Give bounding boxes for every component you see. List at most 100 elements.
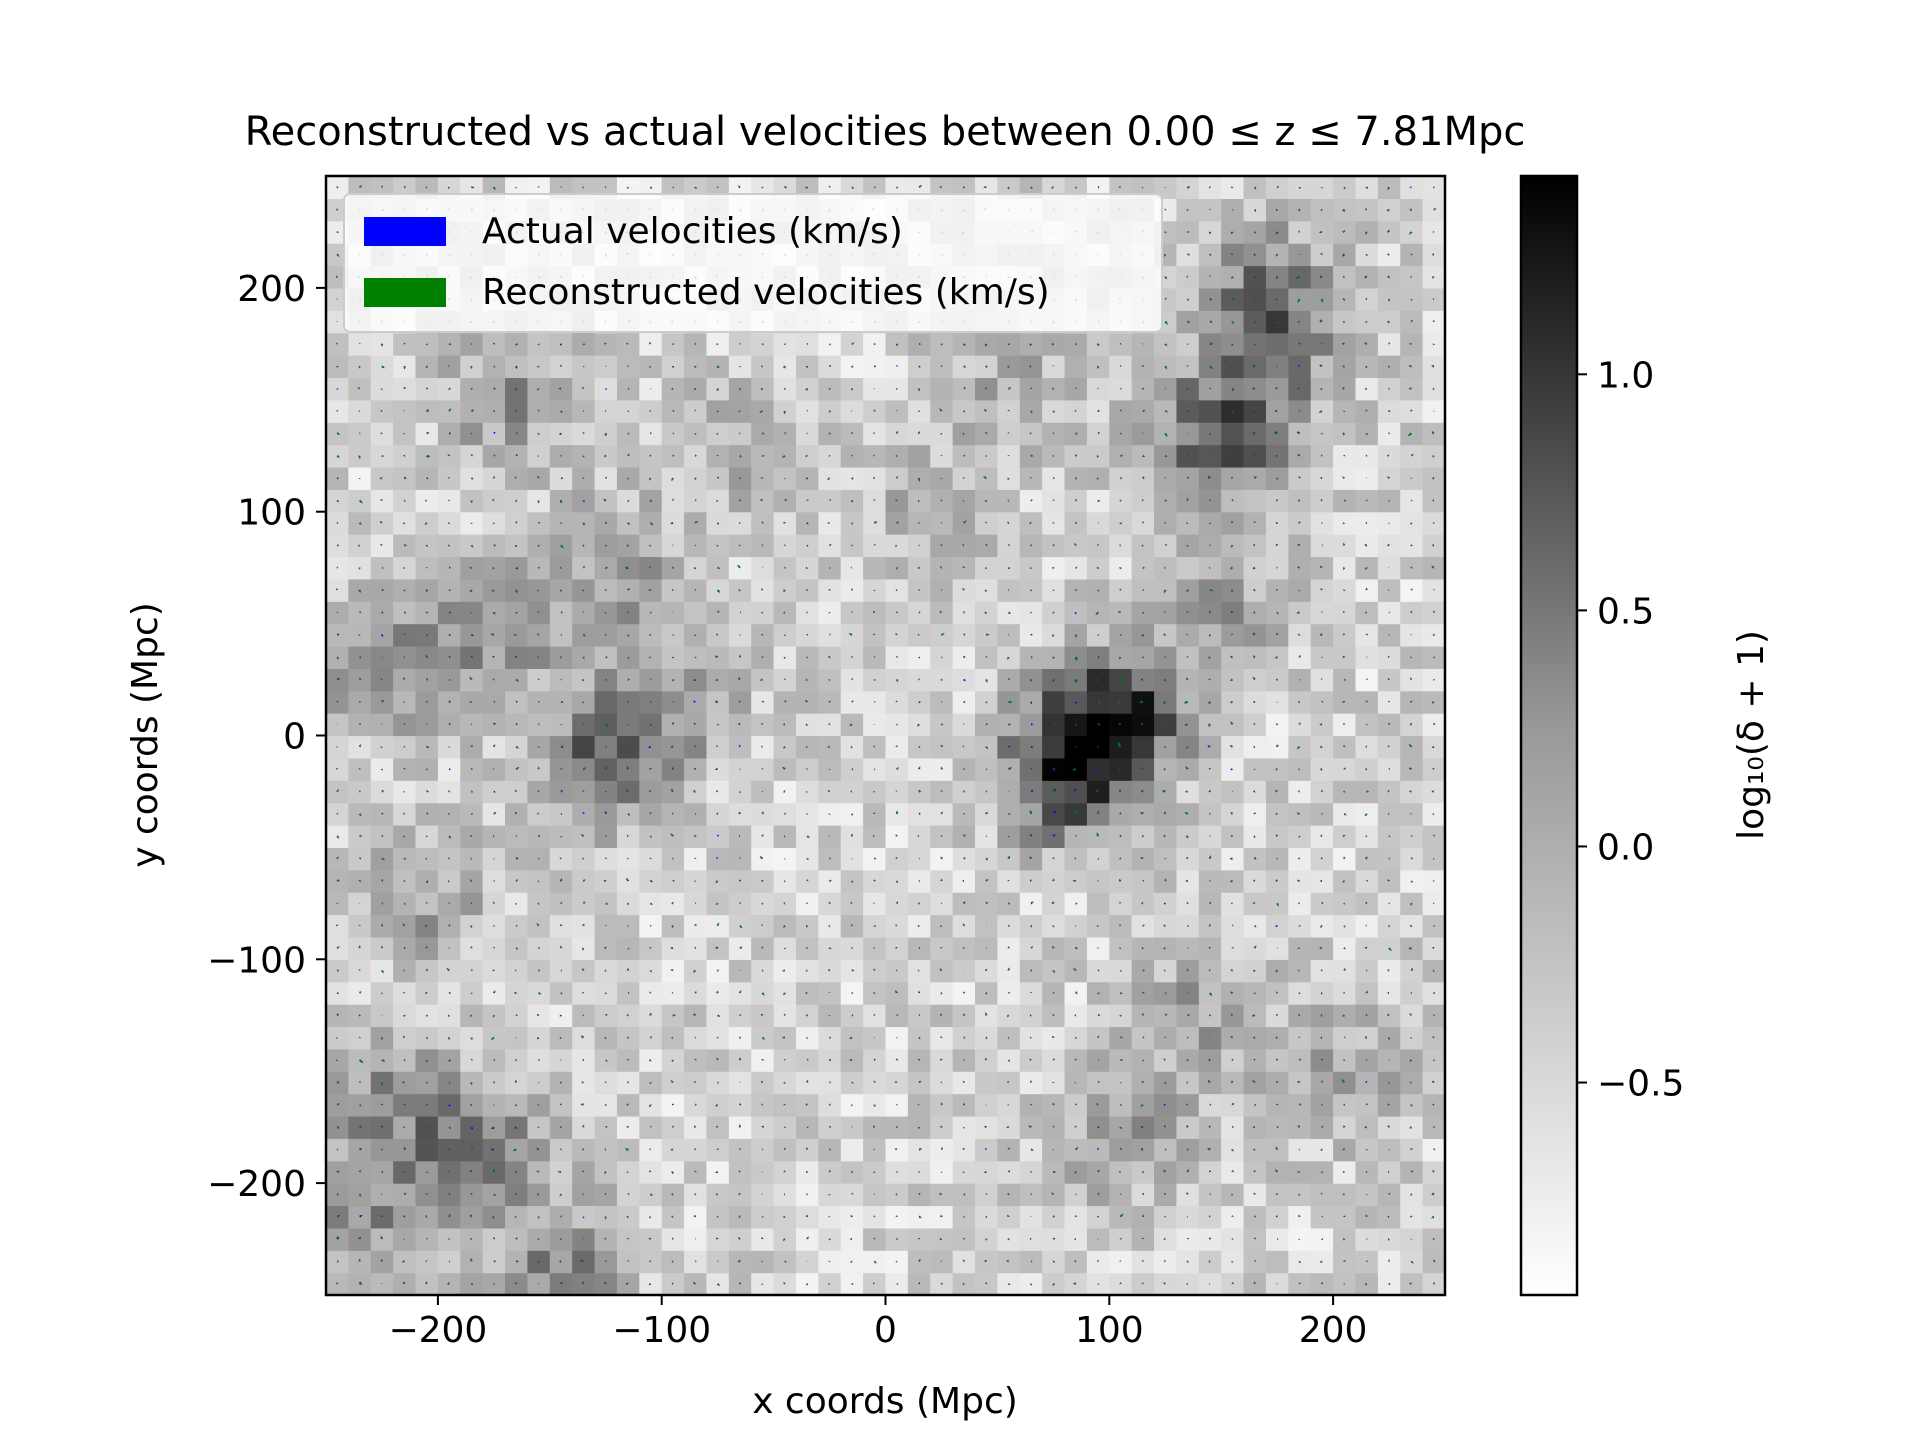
heatmap-cell (1109, 780, 1133, 804)
heatmap-cell (952, 534, 976, 558)
heatmap-cell (393, 1272, 417, 1295)
heatmap-cell (728, 1048, 752, 1072)
heatmap-cell (1288, 959, 1312, 983)
heatmap-cell (1019, 1026, 1043, 1050)
heatmap-cell (1400, 780, 1424, 804)
heatmap-cell (1288, 1004, 1312, 1028)
heatmap-cell (572, 1160, 596, 1184)
heatmap-cell (773, 668, 797, 692)
heatmap-cell (1265, 1183, 1289, 1207)
heatmap-cell (997, 869, 1021, 893)
heatmap-cell (661, 780, 685, 804)
heatmap-cell (1221, 825, 1245, 848)
heatmap-cell (684, 601, 708, 625)
heatmap-cell (863, 601, 887, 625)
heatmap-cell (930, 377, 954, 401)
heatmap-cell (572, 1183, 596, 1207)
heatmap-cell (572, 825, 596, 848)
heatmap-cell (549, 377, 573, 401)
heatmap-cell (1288, 466, 1312, 490)
heatmap-cell (1154, 936, 1178, 960)
heatmap-cell (1310, 601, 1334, 625)
heatmap-cell (975, 1071, 998, 1095)
heatmap-cell (1154, 1272, 1178, 1295)
heatmap-cell (907, 444, 931, 468)
heatmap-cell (706, 1115, 730, 1139)
heatmap-cell (1198, 914, 1222, 938)
heatmap-cell (728, 690, 752, 714)
heatmap-cell (952, 825, 976, 848)
heatmap-cell (460, 1250, 484, 1274)
heatmap-cell (326, 847, 349, 871)
heatmap-cell (1288, 757, 1312, 781)
heatmap-cell (840, 780, 864, 804)
heatmap-cell (639, 332, 663, 356)
heatmap-cell (1265, 623, 1289, 647)
heatmap-cell (505, 1160, 529, 1184)
heatmap-cell (1355, 1026, 1379, 1050)
heatmap-cell (684, 735, 708, 759)
heatmap-cell (684, 780, 708, 804)
heatmap-cell (1400, 176, 1424, 199)
heatmap-cell (818, 780, 842, 804)
heatmap-cell (1221, 1205, 1245, 1229)
heatmap-cell (1265, 981, 1289, 1005)
heatmap-cell (1221, 869, 1245, 893)
actual-velocity-arrow (582, 499, 585, 502)
heatmap-cell (773, 1026, 797, 1050)
heatmap-cell (415, 1272, 439, 1295)
heatmap-cell (818, 735, 842, 759)
heatmap-cell (751, 780, 775, 804)
heatmap-cell (460, 1138, 484, 1162)
heatmap-cell (1400, 332, 1424, 356)
heatmap-cell (482, 623, 506, 647)
heatmap-cell (1221, 422, 1245, 446)
heatmap-cell (348, 1160, 372, 1184)
heatmap-cell (706, 332, 730, 356)
heatmap-cell (1422, 220, 1445, 244)
heatmap-cell (527, 444, 551, 468)
heatmap-cell (1154, 802, 1178, 826)
heatmap-cell (751, 355, 775, 379)
heatmap-cell (885, 936, 909, 960)
heatmap-cell (1422, 802, 1445, 826)
heatmap-cell (684, 1272, 708, 1295)
heatmap-cell (1176, 1205, 1200, 1229)
heatmap-cell (661, 825, 685, 848)
heatmap-cell (840, 1205, 864, 1229)
heatmap-cell (415, 556, 439, 580)
heatmap-cell (1265, 534, 1289, 558)
heatmap-cell (1019, 466, 1043, 490)
actual-velocity-arrow (693, 1215, 696, 1218)
heatmap-cell (907, 668, 931, 692)
heatmap-cell (1198, 176, 1222, 199)
heatmap-cell (1422, 1205, 1445, 1229)
heatmap-cell (773, 444, 797, 468)
heatmap-cell (616, 1138, 640, 1162)
heatmap-cell (594, 847, 618, 871)
heatmap-cell (1355, 735, 1379, 759)
heatmap-cell (1243, 1026, 1267, 1050)
heatmap-cell (1400, 690, 1424, 714)
heatmap-cell (1243, 1071, 1267, 1095)
heatmap-cell (795, 1250, 819, 1274)
heatmap-cell (863, 1227, 887, 1251)
heatmap-cell (930, 1205, 954, 1229)
heatmap-cell (1355, 332, 1379, 356)
heatmap-cell (1355, 1004, 1379, 1028)
heatmap-cell (997, 847, 1021, 871)
heatmap-cell (975, 1138, 998, 1162)
heatmap-cell (840, 892, 864, 916)
heatmap-cell (1176, 1115, 1200, 1139)
heatmap-cell (661, 1093, 685, 1117)
heatmap-cell (1131, 1138, 1155, 1162)
heatmap-cell (1109, 1205, 1133, 1229)
heatmap-cell (1243, 601, 1267, 625)
heatmap-cell (370, 690, 394, 714)
heatmap-cell (773, 1093, 797, 1117)
heatmap-cell (1221, 757, 1245, 781)
heatmap-cell (594, 1272, 618, 1295)
heatmap-cell (1243, 1115, 1267, 1139)
heatmap-cell (1064, 757, 1088, 781)
heatmap-cell (437, 489, 461, 513)
